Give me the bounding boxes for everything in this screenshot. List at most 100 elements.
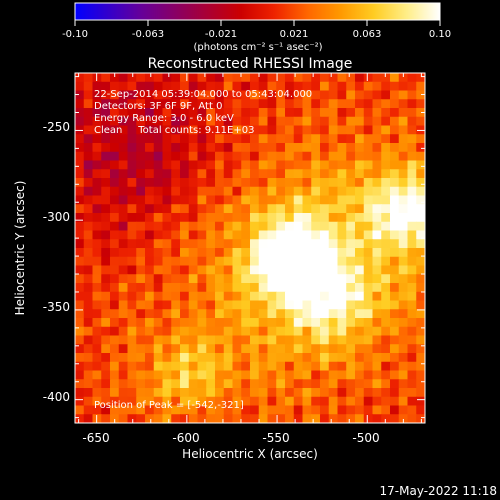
heatmap-cell: [153, 300, 164, 310]
heatmap-cell: [145, 116, 155, 127]
heatmap-cell: [75, 116, 85, 127]
heatmap-cell: [250, 265, 260, 275]
heatmap-cell: [258, 388, 269, 398]
heatmap-cell: [180, 213, 190, 223]
heatmap-cell: [293, 326, 304, 337]
heatmap-cell: [311, 195, 321, 205]
heatmap-cell: [92, 414, 102, 423]
heatmap-cell: [293, 160, 304, 170]
heatmap-cell: [302, 186, 312, 197]
heatmap-cell: [110, 283, 120, 293]
heatmap-cell: [372, 186, 382, 197]
heatmap-cell: [241, 151, 251, 162]
heatmap-cell: [75, 178, 85, 188]
heatmap-cell: [328, 309, 339, 319]
heatmap-cell: [293, 370, 304, 380]
heatmap-cell: [83, 99, 94, 109]
heatmap-cell: [320, 353, 330, 363]
heatmap-cell: [206, 178, 216, 188]
heatmap-cell: [311, 370, 321, 380]
heatmap-cell: [258, 160, 269, 170]
heatmap-cell: [311, 134, 321, 144]
heatmap-cell: [328, 99, 339, 109]
heatmap-cell: [346, 239, 356, 249]
heatmap-cell: [416, 379, 425, 389]
heatmap-cell: [328, 125, 339, 135]
heatmap-cell: [328, 81, 339, 92]
heatmap-cell: [110, 291, 120, 302]
heatmap-cell: [162, 204, 172, 214]
heatmap-cell: [258, 108, 269, 118]
heatmap-cell: [416, 300, 425, 310]
heatmap-cell: [232, 318, 242, 328]
heatmap-cell: [171, 213, 181, 223]
heatmap-cell: [136, 405, 146, 415]
heatmap-cell: [407, 396, 417, 407]
heatmap-cell: [276, 405, 286, 415]
heatmap-cell: [337, 361, 347, 372]
heatmap-cell: [110, 300, 120, 310]
heatmap-cell: [101, 283, 111, 293]
heatmap-cell: [311, 178, 321, 188]
heatmap-cell: [180, 143, 190, 153]
heatmap-cell: [145, 335, 155, 345]
heatmap-cell: [83, 300, 94, 310]
heatmap-cell: [171, 291, 181, 302]
heatmap-cell: [363, 230, 374, 240]
heatmap-cell: [145, 326, 155, 337]
heatmap-cell: [398, 230, 409, 240]
heatmap-cell: [250, 239, 260, 249]
heatmap-cell: [153, 248, 164, 258]
heatmap-cell: [337, 335, 347, 345]
heatmap-cell: [390, 248, 400, 258]
heatmap-cell: [171, 99, 181, 109]
heatmap-cell: [250, 388, 260, 398]
heatmap-cell: [320, 195, 330, 205]
heatmap-cell: [145, 370, 155, 380]
heatmap-cell: [215, 274, 225, 284]
heatmap-cell: [206, 186, 216, 197]
heatmap-cell: [416, 81, 425, 92]
heatmap-cell: [215, 283, 225, 293]
heatmap-cell: [145, 265, 155, 275]
heatmap-cell: [328, 143, 339, 153]
heatmap-cell: [153, 134, 164, 144]
heatmap-cell: [390, 178, 400, 188]
heatmap-cell: [232, 274, 242, 284]
heatmap-cell: [320, 73, 330, 83]
heatmap-cell: [416, 388, 425, 398]
heatmap-cell: [355, 99, 365, 109]
heatmap-cell: [337, 134, 347, 144]
heatmap-cell: [153, 335, 164, 345]
heatmap-cell: [398, 151, 409, 162]
heatmap-cell: [223, 309, 234, 319]
heatmap-cell: [372, 81, 382, 92]
heatmap-cell: [83, 379, 94, 389]
heatmap-cell: [346, 256, 356, 267]
heatmap-cell: [162, 213, 172, 223]
info-energy-range: Energy Range: 3.0 - 6.0 keV: [94, 113, 234, 124]
heatmap-cell: [363, 239, 374, 249]
heatmap-cell: [390, 256, 400, 267]
heatmap-cell: [215, 230, 225, 240]
heatmap-cell: [302, 335, 312, 345]
heatmap-cell: [206, 143, 216, 153]
heatmap-cell: [355, 326, 365, 337]
heatmap-cell: [267, 300, 277, 310]
heatmap-cell: [180, 230, 190, 240]
heatmap-cell: [407, 213, 417, 223]
heatmap-cell: [355, 256, 365, 267]
heatmap-cell: [372, 283, 382, 293]
heatmap-cell: [188, 221, 199, 232]
heatmap-cell: [293, 125, 304, 135]
heatmap-cell: [188, 318, 199, 328]
heatmap-cell: [206, 344, 216, 354]
heatmap-cell: [110, 125, 120, 135]
heatmap-cell: [346, 204, 356, 214]
heatmap-cell: [293, 256, 304, 267]
heatmap-cell: [398, 291, 409, 302]
heatmap-cell: [381, 204, 391, 214]
heatmap-cell: [276, 160, 286, 170]
heatmap-cell: [416, 186, 425, 197]
heatmap-cell: [92, 256, 102, 267]
